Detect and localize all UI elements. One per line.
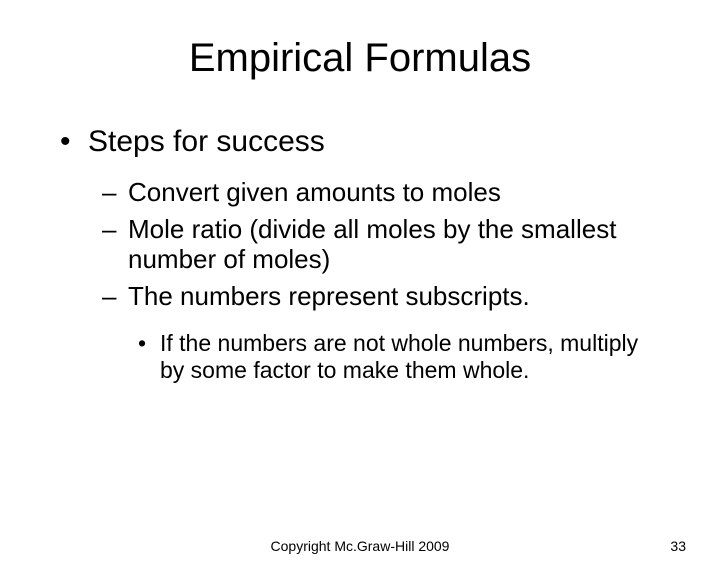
bullet-level2: – The numbers represent subscripts. xyxy=(102,281,660,312)
bullet-marker: • xyxy=(138,330,160,384)
bullet-level3: • If the numbers are not whole numbers, … xyxy=(138,330,660,384)
bullet-text: The numbers represent subscripts. xyxy=(128,281,530,312)
bullet-marker: • xyxy=(60,125,88,159)
bullet-level1: • Steps for success xyxy=(60,125,660,159)
bullet-level2: – Convert given amounts to moles xyxy=(102,177,660,208)
dash-marker: – xyxy=(102,177,128,208)
slide: Empirical Formulas • Steps for success –… xyxy=(0,36,720,576)
bullet-text: Convert given amounts to moles xyxy=(128,177,501,208)
bullet-text: Steps for success xyxy=(88,125,325,159)
footer-copyright: Copyright Mc.Graw-Hill 2009 xyxy=(0,538,720,554)
slide-content: • Steps for success – Convert given amou… xyxy=(0,125,720,384)
slide-title: Empirical Formulas xyxy=(0,36,720,81)
dash-marker: – xyxy=(102,214,128,275)
footer-page-number: 33 xyxy=(670,538,686,554)
bullet-level2: – Mole ratio (divide all moles by the sm… xyxy=(102,214,660,275)
bullet-text: If the numbers are not whole numbers, mu… xyxy=(160,330,650,384)
dash-marker: – xyxy=(102,281,128,312)
sub-sub-list: • If the numbers are not whole numbers, … xyxy=(60,330,660,384)
bullet-text: Mole ratio (divide all moles by the smal… xyxy=(128,214,650,275)
